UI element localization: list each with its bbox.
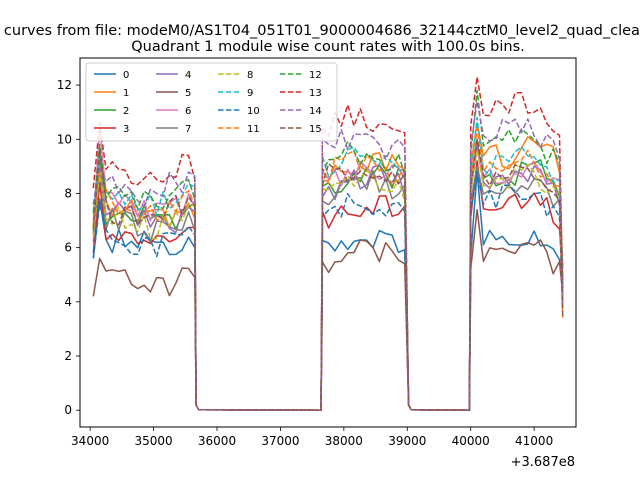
y-tick-label-4: 4 [64,295,72,309]
series-line-12 [92,89,564,411]
plot-area [92,76,564,411]
series-line-5 [92,208,564,411]
legend-label-0: 0 [123,70,129,81]
y-tick-label-8: 8 [64,186,72,200]
legend-label-3: 3 [123,124,129,135]
series-line-3 [92,160,564,411]
legend-label-2: 2 [123,106,129,117]
x-tick-label-36000: 36000 [198,434,236,448]
x-tick-label-40000: 40000 [452,434,490,448]
legend-label-11: 11 [247,124,260,135]
x-tick-label-35000: 35000 [134,434,172,448]
series-line-10 [92,171,564,411]
axes-frame [79,57,577,428]
legend-label-7: 7 [185,124,191,135]
legend-label-15: 15 [309,124,322,135]
legend-label-14: 14 [309,106,322,117]
legend-frame [85,62,338,142]
y-tick-label-6: 6 [64,241,72,255]
chart-title: Quadrant 1 module wise count rates with … [131,39,525,55]
series-line-14 [92,100,564,411]
legend-label-13: 13 [309,88,322,99]
y-tick-label-0: 0 [64,403,72,417]
legend-label-10: 10 [247,106,260,117]
series-line-6 [92,127,564,411]
series-line-15 [92,138,564,411]
series-line-9 [92,116,564,411]
y-tick-label-12: 12 [57,78,72,92]
y-tick-label-10: 10 [57,132,72,146]
x-tick-label-37000: 37000 [261,434,299,448]
legend-label-6: 6 [185,106,191,117]
x-offset-label: +3.687e8 [511,455,575,470]
figure-suptitle: Light curves from file: modeM0/AS1T04_05… [0,23,640,39]
x-tick-label-38000: 38000 [325,434,363,448]
legend-label-5: 5 [185,88,191,99]
x-tick-label-39000: 39000 [388,434,426,448]
series-line-1 [92,122,564,411]
series-line-13 [92,76,564,411]
legend-label-8: 8 [247,70,253,81]
legend-label-9: 9 [247,88,253,99]
axis-ticks: 34000 35000 36000 37000 38000 39000 40000 41000… [57,78,554,448]
y-tick-label-2: 2 [64,349,72,363]
legend-label-1: 1 [123,88,129,99]
x-tick-label-34000: 34000 [71,434,109,448]
series-line-7 [92,165,564,411]
legend-label-4: 4 [185,70,191,81]
legend-label-12: 12 [309,70,322,81]
x-tick-label-41000: 41000 [515,434,553,448]
series-line-11 [92,127,564,411]
